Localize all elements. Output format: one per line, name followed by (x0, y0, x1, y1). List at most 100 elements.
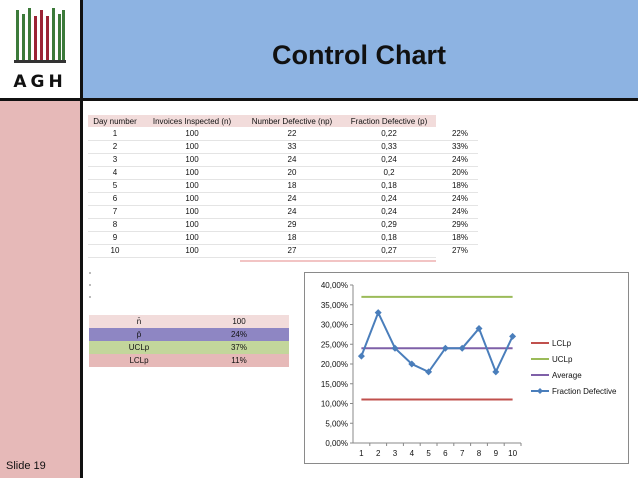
y-tick-label: 40,00% (321, 281, 348, 290)
table-cell: 27 (242, 244, 342, 258)
table-cell: 18% (436, 231, 478, 245)
table-cell: 18% (436, 179, 478, 193)
legend-label: LCLp (552, 339, 572, 348)
separator-dot (89, 284, 91, 286)
stat-value: 24% (230, 330, 247, 339)
table-row: 7 100 24 0,24 24% (88, 205, 478, 219)
data-point (391, 344, 399, 352)
legend-label: Fraction Defective (552, 387, 617, 396)
slide-title: Control Chart (272, 40, 446, 70)
separator-dot (89, 272, 91, 274)
stat-label: n̄ (136, 317, 142, 326)
data-point (425, 368, 433, 376)
data-table: Day number Invoices Inspected (n) Number… (88, 115, 478, 258)
sidebar-divider (80, 0, 83, 478)
table-cell: 0,2 (342, 166, 436, 180)
table-cell: 100 (142, 166, 242, 180)
x-tick-label: 6 (443, 449, 448, 458)
y-tick-label: 30,00% (321, 321, 348, 330)
agh-logo-emblem (14, 8, 66, 63)
header-divider (0, 98, 638, 101)
table-cell: 0,29 (342, 218, 436, 232)
column-header: Fraction Defective (p) (342, 115, 436, 127)
title-bar: Control Chart (80, 0, 638, 98)
table-row: 4 100 20 0,2 20% (88, 166, 478, 180)
separator-dot (89, 296, 91, 298)
legend-label: UCLp (552, 355, 573, 364)
column-header (436, 115, 478, 127)
table-cell: 0,18 (342, 231, 436, 245)
table-cell: 24 (242, 192, 342, 206)
table-cell: 0,33 (342, 140, 436, 154)
x-tick-label: 2 (376, 449, 381, 458)
table-cell: 100 (142, 179, 242, 193)
table-cell: 0,24 (342, 192, 436, 206)
table-bottom-border (240, 260, 436, 262)
table-cell: 5 (88, 179, 142, 193)
table-row: 1 100 22 0,22 22% (88, 127, 478, 141)
table-cell: 100 (142, 218, 242, 232)
data-point (408, 360, 416, 368)
legend-marker (537, 388, 543, 394)
data-point (492, 368, 500, 376)
stats-row: LCLp 11% (89, 354, 289, 367)
data-point (374, 309, 382, 317)
chart-svg: 0,00% 5,00% 10,00% 15,00% 20,00% 25,00% 30,00%… (321, 281, 617, 458)
y-tick-label: 5,00% (325, 419, 348, 428)
y-tick-label: 20,00% (321, 360, 348, 369)
x-tick-label: 1 (359, 449, 364, 458)
table-row: 5 100 18 0,18 18% (88, 179, 478, 193)
y-tick-label: 0,00% (325, 439, 348, 448)
stat-label: UCLp (128, 343, 150, 352)
table-row: 6 100 24 0,24 24% (88, 192, 478, 206)
table-cell: 10 (88, 244, 142, 258)
table-cell: 0,27 (342, 244, 436, 258)
table-cell: 100 (142, 244, 242, 258)
table-cell: 1 (88, 127, 142, 141)
y-tick-label: 10,00% (321, 400, 348, 409)
stats-table: n̄ 100 p̄ 24% UCLp 37% LCLp 11% (89, 315, 289, 367)
column-header: Day number (88, 115, 142, 127)
x-tick-label: 9 (494, 449, 499, 458)
table-cell: 24% (436, 205, 478, 219)
table-cell: 100 (142, 127, 242, 141)
table-cell: 29% (436, 218, 478, 232)
x-tick-label: 5 (426, 449, 431, 458)
x-tick-label: 10 (508, 449, 517, 458)
slide-number: Slide 19 (6, 460, 46, 472)
stat-label: p̄ (136, 330, 142, 339)
legend-label: Average (552, 371, 582, 380)
table-cell: 24% (436, 153, 478, 167)
stat-label: LCLp (129, 356, 149, 365)
column-header: Invoices Inspected (n) (142, 115, 242, 127)
series-line-3 (360, 310, 514, 375)
table-cell: 8 (88, 218, 142, 232)
stat-value: 100 (232, 317, 246, 326)
y-tick-label: 15,00% (321, 380, 348, 389)
agh-logo: AGH (0, 0, 80, 98)
table-cell: 100 (142, 231, 242, 245)
table-cell: 0,24 (342, 153, 436, 167)
table-cell: 33 (242, 140, 342, 154)
table-cell: 100 (142, 153, 242, 167)
x-tick-label: 3 (393, 449, 398, 458)
data-point (475, 324, 483, 332)
table-cell: 20 (242, 166, 342, 180)
table-cell: 3 (88, 153, 142, 167)
y-tick-label: 35,00% (321, 301, 348, 310)
data-point (509, 332, 517, 340)
table-cell: 0,18 (342, 179, 436, 193)
table-cell: 2 (88, 140, 142, 154)
stats-row: p̄ 24% (89, 328, 289, 341)
table-cell: 20% (436, 166, 478, 180)
stats-row: UCLp 37% (89, 341, 289, 354)
data-point (441, 344, 449, 352)
table-cell: 24% (436, 192, 478, 206)
table-cell: 0,24 (342, 205, 436, 219)
table-row: 10 100 27 0,27 27% (88, 244, 478, 258)
table-cell: 27% (451, 246, 468, 256)
x-tick-label: 7 (460, 449, 465, 458)
table-cell: 18 (242, 179, 342, 193)
sidebar (0, 101, 80, 478)
data-point (458, 344, 466, 352)
